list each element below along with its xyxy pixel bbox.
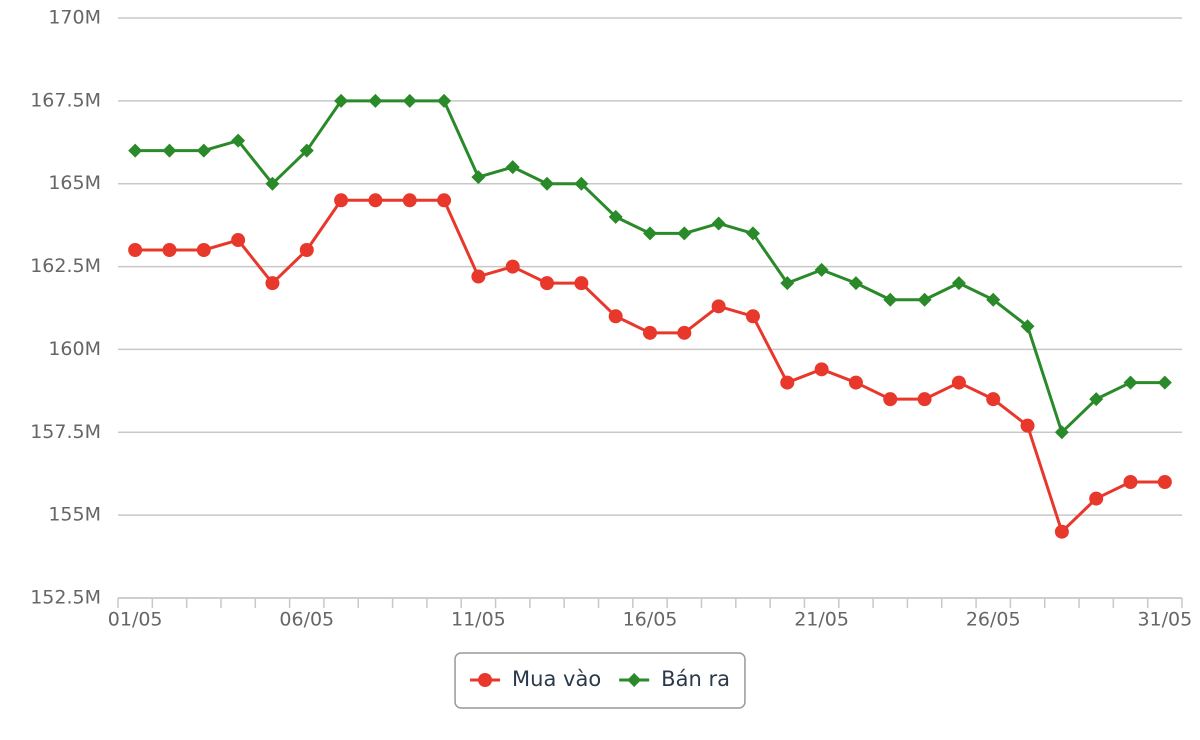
point — [986, 292, 1001, 307]
point — [627, 673, 642, 687]
legend: Mua vào Bán ra — [454, 652, 746, 709]
legend-box — [454, 652, 746, 709]
point — [608, 309, 623, 324]
point — [162, 243, 177, 257]
point — [643, 226, 657, 241]
x-tick-label: 11/05 — [451, 609, 506, 631]
point — [1054, 524, 1069, 539]
point — [1157, 375, 1172, 390]
y-tick-label: 165M — [48, 172, 101, 194]
point — [1089, 392, 1104, 407]
point — [265, 276, 280, 291]
point — [196, 243, 211, 257]
point — [128, 143, 143, 158]
y-tick-label: 170M — [48, 7, 101, 29]
point — [574, 176, 589, 191]
point — [1054, 425, 1069, 440]
point — [299, 243, 314, 257]
point — [814, 362, 829, 377]
point — [196, 143, 211, 158]
x-tick-label: 06/05 — [279, 609, 334, 631]
point — [471, 269, 486, 284]
point — [162, 143, 177, 158]
point — [437, 193, 452, 208]
legend-item: Mua vào — [470, 667, 601, 691]
point — [574, 276, 589, 291]
point — [917, 292, 932, 307]
y-tick-label: 157.5M — [30, 421, 101, 443]
point — [986, 392, 1001, 407]
point — [951, 276, 966, 291]
point — [1123, 375, 1138, 390]
point — [1020, 319, 1035, 334]
point — [478, 673, 493, 687]
point — [231, 133, 246, 148]
y-tick-label: 162.5M — [30, 255, 101, 277]
x-tick-label: 21/05 — [794, 609, 849, 631]
point — [540, 276, 555, 291]
point — [608, 209, 623, 224]
point — [883, 292, 898, 307]
point — [711, 299, 726, 314]
point — [471, 170, 486, 185]
point — [883, 392, 898, 407]
point — [334, 193, 349, 208]
y-tick-label: 155M — [48, 504, 101, 526]
point — [265, 176, 280, 191]
point — [1089, 491, 1104, 506]
y-tick-label: 152.5M — [30, 587, 101, 609]
point — [814, 262, 829, 277]
series-line — [135, 198, 1165, 534]
x-tick-label: 31/05 — [1137, 609, 1192, 631]
point — [745, 226, 760, 241]
point — [711, 216, 726, 231]
point — [128, 243, 143, 257]
point — [402, 193, 417, 208]
point — [505, 259, 520, 274]
point — [437, 93, 452, 108]
point — [780, 276, 795, 291]
legend-item: Bán ra — [619, 667, 730, 691]
point — [848, 375, 863, 390]
point — [917, 392, 932, 407]
point — [745, 309, 760, 324]
point — [780, 375, 795, 390]
point — [402, 93, 417, 108]
point — [368, 193, 383, 208]
x-tick-label: 26/05 — [966, 609, 1021, 631]
point — [643, 325, 657, 340]
point — [951, 375, 966, 390]
point — [848, 276, 863, 291]
legend-label: Mua vào — [512, 667, 601, 691]
y-tick-label: 167.5M — [30, 89, 101, 111]
point — [299, 143, 314, 158]
x-tick-label: 01/05 — [108, 609, 163, 631]
point — [368, 93, 383, 108]
point — [231, 233, 246, 248]
point — [1123, 475, 1138, 489]
point — [334, 93, 349, 108]
point — [677, 325, 692, 340]
y-tick-label: 160M — [48, 338, 101, 360]
point — [677, 226, 692, 241]
point — [1157, 475, 1172, 489]
point — [1020, 418, 1035, 433]
x-tick-label: 16/05 — [623, 609, 678, 631]
point — [505, 160, 520, 175]
legend-label: Bán ra — [661, 667, 730, 691]
point — [540, 176, 555, 191]
